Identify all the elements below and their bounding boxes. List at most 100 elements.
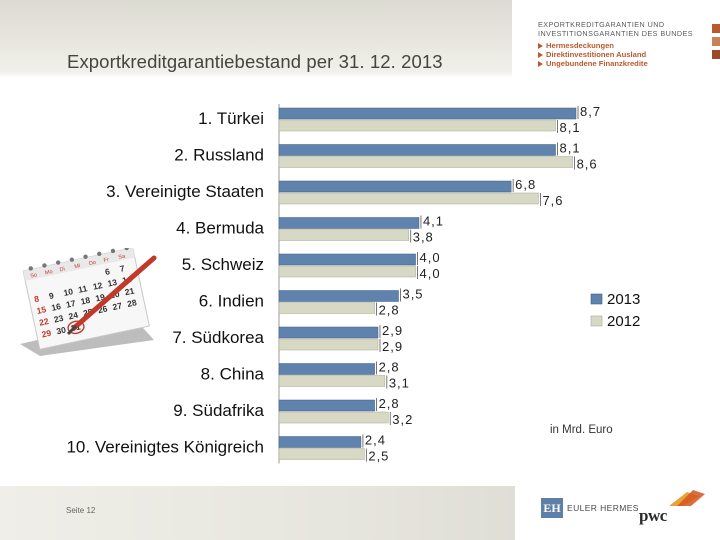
brand-line-2: INVESTITIONSGARANTIEN DES BUNDES (538, 29, 693, 38)
bar-2013 (278, 180, 512, 193)
value-label-2012: 3,2 (392, 412, 413, 427)
calendar-graphic: SoMoDiMiDoFrSa67891011121314151617181920… (20, 245, 157, 356)
value-label-2013: 3,5 (402, 287, 423, 302)
brand-item-direktinvestitionen: Direktinvestitionen Ausland (538, 50, 718, 59)
calendar-date: 7 (119, 263, 126, 274)
calendar-date: 6 (104, 266, 111, 277)
value-label-2012: 8,1 (560, 120, 581, 135)
calendar-date: 24 (68, 310, 80, 322)
category-label: 7. Südkorea (172, 328, 264, 347)
euler-hermes-wordmark: EULER HERMES (567, 503, 639, 513)
calendar-date: 19 (94, 292, 106, 304)
pwc-accent-shape (669, 490, 705, 506)
value-label-2012: 8,6 (577, 157, 598, 172)
calendar-date: 28 (126, 297, 138, 309)
side-squares (712, 24, 720, 63)
calendar-date: 8 (33, 293, 40, 304)
calendar-date: 29 (41, 328, 53, 340)
side-square-3 (712, 50, 720, 59)
page-number: Seite 12 (66, 506, 96, 515)
legend-swatch-2013 (590, 293, 603, 305)
value-label-2013: 6,8 (515, 177, 536, 192)
brand-item-hermesdeckungen: Hermesdeckungen (538, 41, 718, 50)
bar-2012 (278, 302, 375, 314)
brand-line-1: EXPORTKREDITGARANTIEN UND (538, 20, 665, 29)
euler-hermes-logo: EH EULER HERMES (541, 498, 639, 518)
value-label-2013: 2,8 (379, 396, 400, 411)
value-label-2012: 2,9 (382, 339, 403, 354)
bar-2013 (278, 253, 416, 266)
category-label: 10. Vereinigtes Königreich (66, 438, 264, 457)
pen-tip (66, 324, 78, 336)
calendar-date: 21 (124, 285, 136, 297)
calendar-date: 12 (92, 280, 104, 292)
calendar-ring (110, 248, 116, 254)
calendar-day-header: Sa (118, 253, 127, 260)
bar-2013 (278, 290, 399, 302)
bar-2012 (278, 411, 389, 424)
calendar-ring (55, 260, 61, 265)
calendar-date: 15 (36, 304, 48, 316)
category-label: 6. Indien (199, 292, 264, 311)
brand-block: EXPORTKREDITGARANTIEN UND INVESTITIONSGA… (538, 20, 718, 68)
bar-2012 (278, 156, 573, 168)
value-label-2013: 2,8 (379, 360, 400, 375)
bar-2012 (278, 119, 556, 132)
legend-label-2012: 2012 (607, 313, 640, 330)
calendar-illustration: SoMoDiMiDoFrSa67891011121314151617181920… (14, 245, 164, 363)
category-label: 4. Bermuda (176, 219, 264, 238)
bar-2012 (278, 448, 365, 460)
calendar-day-header: Mi (74, 263, 81, 270)
calendar-date: 26 (97, 303, 109, 315)
calendar-day-header: Mo (45, 269, 54, 276)
calendar-day-header: Do (89, 260, 97, 267)
calendar-date: 16 (50, 301, 62, 313)
side-square-1 (712, 24, 720, 33)
pwc-wordmark: pwc (639, 506, 667, 525)
calendar-date: 27 (112, 300, 124, 312)
category-label: 8. China (201, 365, 265, 384)
bar-2012 (278, 229, 409, 241)
calendar-date: 11 (77, 283, 88, 295)
euler-hermes-mark: EH (541, 498, 563, 518)
bar-2013 (278, 363, 375, 375)
value-label-2012: 7,6 (542, 193, 563, 208)
calendar-date: 22 (38, 316, 50, 328)
calendar-ring (28, 266, 33, 271)
bar-2012 (278, 375, 386, 387)
value-label-2012: 4,0 (420, 266, 441, 281)
category-label: 2. Russland (174, 146, 264, 165)
bar-2013 (278, 326, 379, 339)
calendar-date: 30 (55, 325, 67, 337)
calendar-ring (69, 257, 75, 262)
page-title: Exportkreditgarantiebestand per 31. 12. … (67, 51, 443, 72)
value-label-2012: 3,8 (413, 230, 434, 245)
calendar-day-header: So (30, 272, 38, 279)
bar-2013 (278, 217, 420, 229)
bar-2012 (278, 265, 416, 278)
value-label-2012: 2,8 (379, 303, 400, 318)
calendar-highlight-circle (67, 320, 85, 335)
value-label-2012: 3,1 (389, 376, 410, 391)
calendar-ring (83, 254, 88, 259)
calendar-date: 13 (107, 277, 119, 289)
bar-2013 (278, 399, 375, 412)
calendar-ring (97, 251, 102, 257)
value-label-2013: 4,0 (420, 250, 441, 265)
value-label-2013: 2,4 (365, 433, 386, 448)
category-label: 3. Vereinigte Staaten (106, 182, 264, 201)
category-label: 1. Türkei (198, 109, 264, 128)
calendar-date: 23 (53, 313, 65, 325)
bar-2013 (278, 107, 577, 120)
calendar-date: 10 (63, 286, 75, 298)
value-label-2013: 8,1 (560, 141, 581, 156)
calendar-date: 17 (65, 298, 77, 310)
category-label: 5. Schweiz (182, 255, 264, 274)
value-label-2013: 8,7 (580, 104, 601, 119)
brand-item-finanzkredite: Ungebundene Finanzkredite (538, 59, 718, 68)
legend-swatch-2012 (590, 315, 603, 327)
legend-label-2013: 2013 (607, 291, 640, 308)
bar-2012 (278, 192, 539, 205)
